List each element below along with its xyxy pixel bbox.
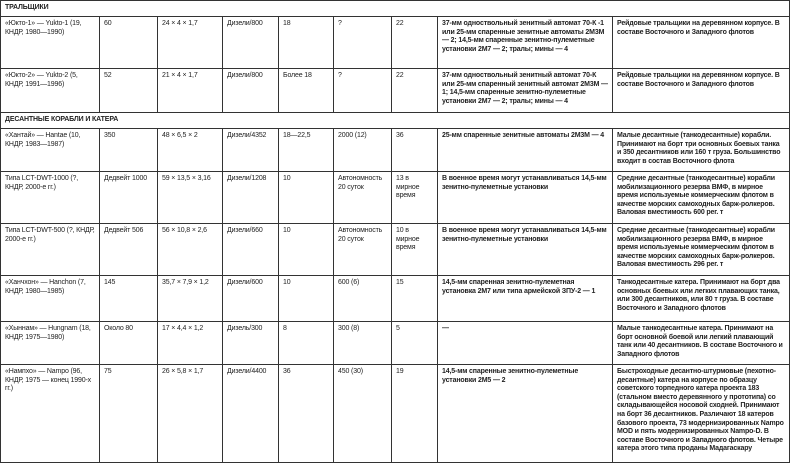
dimensions-cell: 26 × 5,8 × 1,7 xyxy=(157,364,223,463)
displacement-cell: 350 xyxy=(99,128,158,172)
crew-cell: 36 xyxy=(391,128,438,172)
speed-cell: 10 xyxy=(278,275,334,322)
powerplant-cell: Дизели/800 xyxy=(222,16,279,69)
speed-cell: 10 xyxy=(278,223,334,276)
ship-name-cell: Типа LCT-DWT-1000 (?, КНДР, 2000-е гг.) xyxy=(0,171,100,224)
displacement-cell: 60 xyxy=(99,16,158,69)
range-cell: 300 (8) xyxy=(333,321,392,365)
notes-cell: Рейдовые тральщики на деревянном корпусе… xyxy=(611,16,790,69)
powerplant-cell: Дизель/300 xyxy=(222,321,279,365)
crew-cell: 15 xyxy=(391,275,438,322)
powerplant-cell: Дизели/4352 xyxy=(222,128,279,172)
powerplant-cell: Дизели/600 xyxy=(222,275,279,322)
armament-cell: 14,5-мм спаренная зенитно-пулеметная уст… xyxy=(437,275,613,322)
speed-cell: 36 xyxy=(278,364,334,463)
powerplant-cell: Дизели/4400 xyxy=(222,364,279,463)
range-cell: ? xyxy=(333,16,392,69)
table-row: «Хантай» — Hantae (10, КНДР, 1983—1987) 3… xyxy=(0,128,790,172)
notes-cell: Малые десантные (танкодесантные) корабли… xyxy=(611,128,790,172)
notes-cell: Быстроходные десантно-штурмовые (пехотно… xyxy=(611,364,790,463)
displacement-cell: Дедвейт 1000 xyxy=(99,171,158,224)
powerplant-cell: Дизели/1208 xyxy=(222,171,279,224)
speed-cell: 10 xyxy=(278,171,334,224)
powerplant-cell: Дизели/800 xyxy=(222,68,279,113)
table-row: «Нампхо» — Nampo (96, КНДР, 1975 — конец… xyxy=(0,364,790,463)
notes-cell: Средние десантные (танкодесантные) кораб… xyxy=(611,223,790,276)
notes-cell: Средние десантные (танкодесантные) кораб… xyxy=(611,171,790,224)
section-header: ДЕСАНТНЫЕ КОРАБЛИ И КАТЕРА xyxy=(0,112,790,129)
dimensions-cell: 59 × 13,5 × 3,16 xyxy=(157,171,223,224)
armament-cell: 25-мм спаренные зенитные автоматы 2М3М —… xyxy=(437,128,613,172)
displacement-cell: 145 xyxy=(99,275,158,322)
dimensions-cell: 48 × 6,5 × 2 xyxy=(157,128,223,172)
crew-cell: 22 xyxy=(391,16,438,69)
dimensions-cell: 24 × 4 × 1,7 xyxy=(157,16,223,69)
section-header: ТРАЛЬЩИКИ xyxy=(0,0,790,17)
displacement-cell: Около 80 xyxy=(99,321,158,365)
speed-cell: 18 xyxy=(278,16,334,69)
armament-cell: — xyxy=(437,321,613,365)
armament-cell: 37-мм одноствольный зенитный автомат 70-… xyxy=(437,16,613,69)
table-row: «Хыннам» — Hungnam (18, КНДР, 1975—1980)… xyxy=(0,321,790,365)
range-cell: 450 (30) xyxy=(333,364,392,463)
powerplant-cell: Дизели/660 xyxy=(222,223,279,276)
range-cell: 600 (6) xyxy=(333,275,392,322)
armament-cell: 37-мм одноствольный зенитный автомат 70-… xyxy=(437,68,613,113)
dimensions-cell: 21 × 4 × 1,7 xyxy=(157,68,223,113)
displacement-cell: 52 xyxy=(99,68,158,113)
ship-name-cell: «Юкто-2» — Yukto-2 (5, КНДР, 1991—1996) xyxy=(0,68,100,113)
table-row: «Юкто-2» — Yukto-2 (5, КНДР, 1991—1996) 5… xyxy=(0,68,790,113)
armament-cell: 14,5-мм спаренные зенитно-пулеметные уст… xyxy=(437,364,613,463)
ship-name-cell: «Хантай» — Hantae (10, КНДР, 1983—1987) xyxy=(0,128,100,172)
ship-name-cell: «Хыннам» — Hungnam (18, КНДР, 1975—1980) xyxy=(0,321,100,365)
notes-cell: Танкодесантные катера. Принимают на борт… xyxy=(611,275,790,322)
ship-name-cell: Типа LCT-DWT-500 (?, КНДР, 2000-е гг.) xyxy=(0,223,100,276)
notes-cell: Рейдовые тральщики на деревянном корпусе… xyxy=(611,68,790,113)
displacement-cell: 75 xyxy=(99,364,158,463)
dimensions-cell: 35,7 × 7,9 × 1,2 xyxy=(157,275,223,322)
crew-cell: 22 xyxy=(391,68,438,113)
notes-cell: Малые танкодесантные катера. Принимают н… xyxy=(611,321,790,365)
section-title: ДЕСАНТНЫЕ КОРАБЛИ И КАТЕРА xyxy=(0,112,790,129)
crew-cell: 13 в мирное время xyxy=(391,171,438,224)
dimensions-cell: 56 × 10,8 × 2,6 xyxy=(157,223,223,276)
range-cell: 2000 (12) xyxy=(333,128,392,172)
ship-name-cell: «Юкто-1» — Yukto-1 (19, КНДР, 1980—1990) xyxy=(0,16,100,69)
range-cell: ? xyxy=(333,68,392,113)
displacement-cell: Дедвейт 506 xyxy=(99,223,158,276)
table-row: «Ханчхон» — Hanchon (7, КНДР, 1980—1985)… xyxy=(0,275,790,322)
armament-cell: В военное время могут устанавливаться 14… xyxy=(437,171,613,224)
speed-cell: 18—22,5 xyxy=(278,128,334,172)
table-row: «Юкто-1» — Yukto-1 (19, КНДР, 1980—1990)… xyxy=(0,16,790,69)
table-row: Типа LCT-DWT-500 (?, КНДР, 2000-е гг.) Де… xyxy=(0,223,790,276)
section-title: ТРАЛЬЩИКИ xyxy=(0,0,790,17)
ship-name-cell: «Ханчхон» — Hanchon (7, КНДР, 1980—1985) xyxy=(0,275,100,322)
crew-cell: 5 xyxy=(391,321,438,365)
range-cell: Автономность 20 суток xyxy=(333,223,392,276)
dimensions-cell: 17 × 4,4 × 1,2 xyxy=(157,321,223,365)
speed-cell: Более 18 xyxy=(278,68,334,113)
table-row: Типа LCT-DWT-1000 (?, КНДР, 2000-е гг.) Д… xyxy=(0,171,790,224)
ship-name-cell: «Нампхо» — Nampo (96, КНДР, 1975 — конец… xyxy=(0,364,100,463)
crew-cell: 19 xyxy=(391,364,438,463)
armament-cell: В военное время могут устанавливаться 14… xyxy=(437,223,613,276)
crew-cell: 10 в мирное время xyxy=(391,223,438,276)
range-cell: Автономность 20 суток xyxy=(333,171,392,224)
speed-cell: 8 xyxy=(278,321,334,365)
